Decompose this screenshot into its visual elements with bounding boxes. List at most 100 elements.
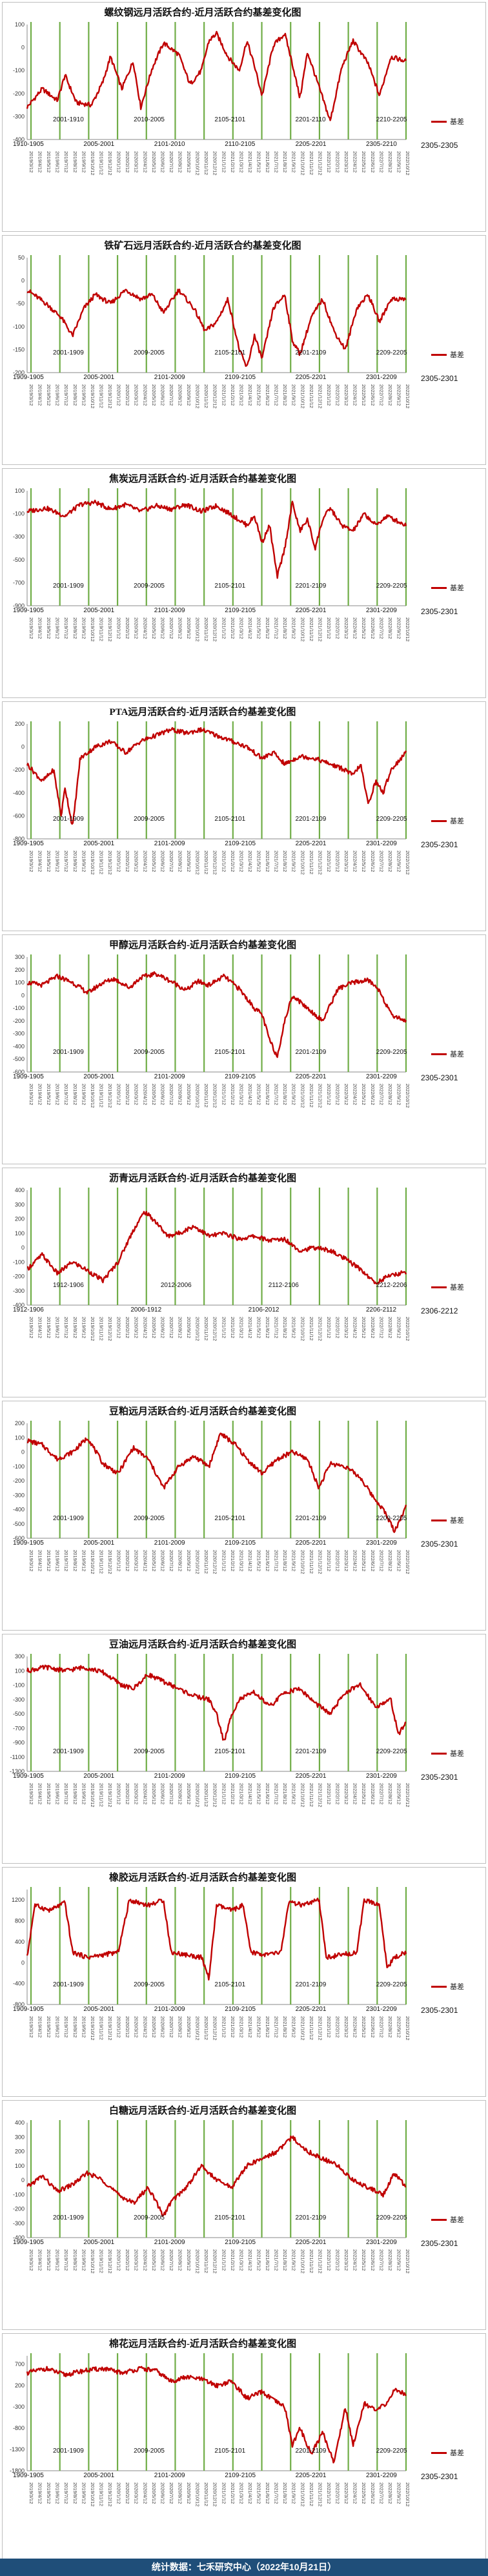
x-tick-label: 2021/12/12	[317, 1084, 323, 1108]
y-tick-label: -400	[13, 1302, 25, 1308]
x-tick-label: 2020/9/12	[186, 1783, 192, 1804]
y-tick-label: 400	[15, 1939, 25, 1945]
x-tick-label: 2020/12/12	[212, 2482, 218, 2507]
x-tick-label: 2021/7/12	[274, 1317, 280, 1338]
x-tick-label: 2021/2/12	[230, 1084, 236, 1105]
x-tick-label: 2020/11/12	[203, 850, 209, 874]
contract-pair-label: 2005-2001	[83, 2006, 114, 2013]
x-tick-label: 2021/8/12	[282, 2016, 288, 2037]
y-tick-label: 200	[15, 967, 25, 973]
y-tick-label: 1200	[12, 1897, 25, 1903]
x-tick-label: 2021/10/12	[300, 1783, 305, 1808]
x-tick-label: 2021/8/12	[282, 1550, 288, 1571]
x-tick-label: 2021/5/12	[256, 2249, 262, 2271]
x-tick-label: 2022/4/12	[352, 1084, 358, 1105]
y-tick-label: 400	[15, 2119, 25, 2126]
chart-title: 橡胶远月活跃合约-近月活跃合约基差变化图	[109, 1873, 296, 1883]
y-tick-label: -800	[13, 836, 25, 842]
x-tick-label: 2019/7/12	[63, 151, 69, 172]
x-tick-label: 2019/5/12	[46, 151, 52, 172]
x-tick-label: 2021/2/12	[230, 617, 236, 639]
x-tick-label: 2020/2/12	[125, 1550, 130, 1571]
contract-pair-label: 2209-2205	[376, 349, 407, 356]
y-tick-label: -200	[13, 369, 25, 376]
y-tick-label: -700	[13, 1725, 25, 1731]
x-tick-label: 2022/6/12	[370, 1317, 376, 1338]
x-tick-label: 2019/10/12	[90, 2016, 96, 2041]
x-tick-label: 2022/10/12	[405, 384, 411, 409]
x-tick-label: 2022/3/12	[343, 1783, 349, 1804]
contract-pair-label: 2209-2205	[376, 1049, 407, 1056]
chart-plot-area: 100 -100 -300 -500 -700 -900 2001-1909 2009-200…	[13, 488, 411, 642]
y-tick-label: -100	[13, 324, 25, 330]
x-tick-label: 2021/6/12	[265, 617, 270, 639]
x-tick-label: 2019/7/12	[63, 617, 69, 639]
x-tick-label: 2022/3/12	[343, 2482, 349, 2504]
legend: 基差	[431, 2447, 464, 2458]
x-tick-label: 2019/3/12	[28, 1317, 34, 1338]
x-tick-label: 2022/5/12	[361, 1783, 367, 1804]
x-tick-label: 2020/5/12	[151, 850, 157, 872]
x-tick-label: 2020/3/12	[134, 2249, 139, 2271]
legend-label: 基差	[450, 1284, 464, 1292]
x-tick-label: 2022/7/12	[378, 617, 384, 639]
x-tick-label: 2020/11/12	[203, 617, 209, 641]
contract-pair-label: 2301-2209	[366, 2472, 397, 2479]
contract-pair-label: 1909-1905	[13, 607, 44, 614]
chart-plot-area: 200 0 -200 -400 -600 -800 2001-1909 2009-2005 21…	[13, 721, 411, 875]
contract-pair-label: 2005-2001	[83, 840, 114, 847]
contract-pair-label: 2109-2105	[225, 1773, 256, 1780]
x-tick-label: 2019/10/12	[90, 1084, 96, 1108]
x-tick-label: 2019/5/12	[46, 1783, 52, 1804]
x-tick-label: 2022/1/12	[326, 2016, 332, 2037]
x-tick-label: 2022/4/12	[352, 384, 358, 406]
contract-pair-label: 2105-2101	[214, 1748, 245, 1755]
x-tick-label: 2022/6/12	[370, 1783, 376, 1804]
x-tick-label: 2021/3/12	[238, 1317, 244, 1338]
x-tick-label: 2021/12/12	[317, 151, 323, 176]
x-tick-label: 2022/4/12	[352, 2016, 358, 2037]
x-tick-label: 2020/4/12	[142, 2249, 148, 2271]
x-tick-label: 2022/10/12	[405, 1783, 411, 1808]
y-tick-label: -900	[13, 1740, 25, 1746]
x-tick-label: 2020/3/12	[134, 2482, 139, 2504]
x-tick-label: 2021/4/12	[247, 1550, 253, 1571]
x-tick-label: 2022/8/12	[387, 2482, 393, 2504]
x-tick-label: 2021/3/12	[238, 384, 244, 406]
x-tick-label: 2019/6/12	[55, 1084, 61, 1105]
x-tick-label: 2020/4/12	[142, 850, 148, 872]
contract-pair-label: 2005-2001	[83, 1773, 114, 1780]
x-tick-label: 2021/1/12	[221, 850, 227, 872]
x-tick-label: 2020/5/12	[151, 2249, 157, 2271]
basis-chart-panel: 白糖远月活跃合约-近月活跃合约基差变化图 400 300 200 100 0 -100 -20…	[2, 2100, 486, 2330]
x-tick-label: 2019/6/12	[55, 2249, 61, 2271]
x-tick-label: 2019/12/12	[107, 1084, 113, 1108]
x-tick-label: 2019/9/12	[81, 2016, 86, 2037]
x-tick-label: 2021/8/12	[282, 384, 288, 406]
x-tick-label: 2020/9/12	[186, 2249, 192, 2271]
x-tick-label: 2019/4/12	[37, 1550, 43, 1571]
x-tick-label: 2021/12/12	[317, 1317, 323, 1341]
contract-pair-label: 2009-2005	[134, 1981, 165, 1988]
y-tick-label: -800	[13, 2001, 25, 2008]
y-tick-label: -300	[13, 113, 25, 119]
x-tick-label: 2020/8/12	[177, 2249, 183, 2271]
basis-series-line	[26, 2365, 407, 2464]
y-tick-label: -400	[13, 1507, 25, 1513]
x-tick-label: 2022/6/12	[370, 1550, 376, 1571]
basis-series-line	[26, 1432, 407, 1533]
x-tick-label: 2022/2/12	[335, 151, 341, 172]
x-tick-label: 2020/1/12	[116, 2249, 122, 2271]
x-tick-label: 2020/10/12	[195, 617, 201, 642]
x-tick-label: 2021/5/12	[256, 1084, 262, 1105]
x-tick-label: 2022/10/12	[405, 151, 411, 176]
y-tick-label: -200	[13, 1273, 25, 1280]
x-tick-label: 2019/12/12	[107, 617, 113, 642]
x-tick-label: 2022/9/12	[396, 384, 402, 406]
current-pair-label: 2306-2212	[421, 1306, 458, 1315]
x-tick-label: 2020/10/12	[195, 1084, 201, 1108]
x-tick-label: 2022/5/12	[361, 2249, 367, 2271]
legend-swatch	[431, 1053, 447, 1055]
x-tick-label: 2021/10/12	[300, 1317, 305, 1341]
